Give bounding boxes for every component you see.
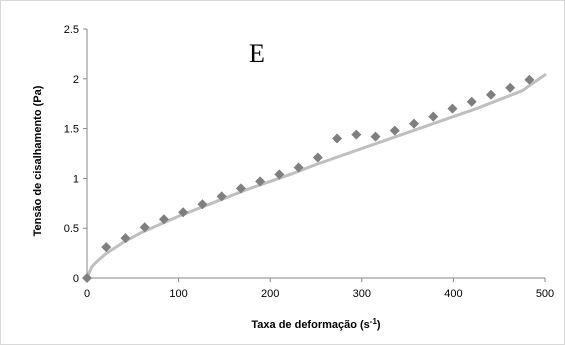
data-point [485, 89, 496, 100]
data-point [351, 129, 362, 140]
fit-curve-layer [85, 73, 547, 280]
y-axis-title: Tensão de cisalhamento (Pa) [32, 85, 44, 236]
y-tick-label: 1 [73, 173, 79, 185]
data-point [389, 125, 400, 136]
x-axis-title-main: Taxa de deformação (s [251, 319, 369, 331]
data-point [255, 176, 266, 187]
data-point [370, 131, 381, 142]
data-point [505, 82, 516, 93]
y-tick-label: 0.5 [64, 223, 79, 235]
x-axis-title: Taxa de deformação (s-1) [251, 317, 381, 331]
data-point [178, 207, 189, 218]
data-point [139, 222, 150, 233]
data-point [101, 242, 112, 253]
data-point [428, 111, 439, 122]
data-point [274, 169, 285, 180]
tick-labels: 0 0.5 1 1.5 2 2.5 0 100 200 300 400 500 [64, 24, 554, 300]
data-point [466, 96, 477, 107]
fit-curve-line [85, 73, 547, 280]
data-point [332, 133, 343, 144]
x-axis-title-suffix: ) [377, 319, 381, 331]
x-tick-label: 200 [261, 288, 279, 300]
x-tick-label: 300 [353, 288, 371, 300]
y-tick-label: 1.5 [64, 124, 79, 136]
x-axis-title-superscript: -1 [370, 317, 378, 326]
data-points-layer [82, 74, 535, 283]
data-point [197, 199, 208, 210]
x-tick-label: 0 [84, 288, 90, 300]
data-point [409, 118, 420, 129]
data-point [235, 183, 246, 194]
data-point [447, 103, 458, 114]
axes [83, 28, 546, 282]
data-point [524, 74, 535, 85]
x-tick-label: 400 [444, 288, 462, 300]
x-tick-label: 100 [169, 288, 187, 300]
data-point [293, 162, 304, 173]
y-tick-label: 0 [73, 273, 79, 285]
data-point [216, 191, 227, 202]
chart-annotation: E [249, 39, 265, 68]
x-tick-label: 500 [536, 288, 554, 300]
data-point [82, 273, 92, 283]
data-point [312, 152, 323, 163]
y-tick-label: 2 [73, 74, 79, 86]
data-point [158, 214, 169, 225]
data-point [120, 233, 131, 244]
y-tick-label: 2.5 [64, 24, 79, 36]
